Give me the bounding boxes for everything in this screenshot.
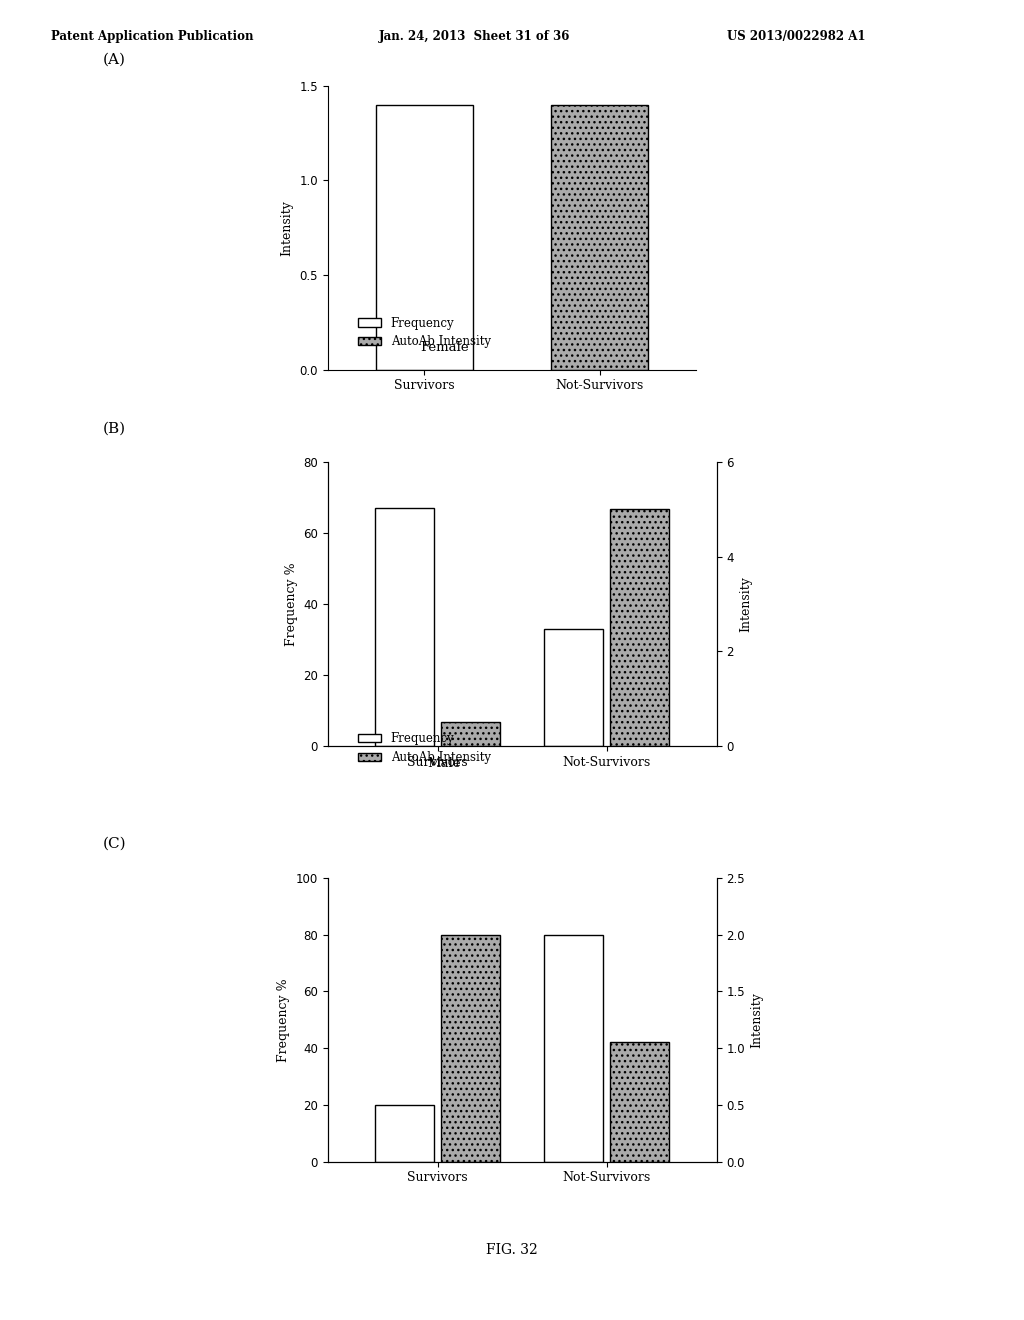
Y-axis label: Frequency %: Frequency % [278,978,290,1061]
Legend: Frequency, AutoAb Intensity: Frequency, AutoAb Intensity [353,312,496,354]
Text: Jan. 24, 2013  Sheet 31 of 36: Jan. 24, 2013 Sheet 31 of 36 [379,30,570,44]
Text: (B): (B) [102,422,126,436]
Bar [552,104,648,370]
Bar [375,508,434,746]
Text: Patent Application Publication: Patent Application Publication [51,30,254,44]
Bar [610,1043,670,1162]
Y-axis label: Intensity: Intensity [751,991,764,1048]
Text: (C): (C) [102,837,126,850]
Bar [544,628,603,746]
Bar [544,935,603,1162]
Text: (A): (A) [102,53,125,66]
Bar [610,510,670,746]
Bar [441,722,501,746]
Text: US 2013/0022982 A1: US 2013/0022982 A1 [727,30,865,44]
Bar [441,935,501,1162]
Y-axis label: Frequency %: Frequency % [285,562,298,645]
Y-axis label: Intensity: Intensity [281,199,294,256]
Text: FIG. 32: FIG. 32 [486,1242,538,1257]
Text: Female: Female [420,341,469,354]
Y-axis label: Intensity: Intensity [739,576,753,632]
Text: Male: Male [428,756,461,770]
Legend: Frequency, AutoAb Intensity: Frequency, AutoAb Intensity [353,727,496,770]
Bar [375,1105,434,1162]
Bar [376,104,472,370]
